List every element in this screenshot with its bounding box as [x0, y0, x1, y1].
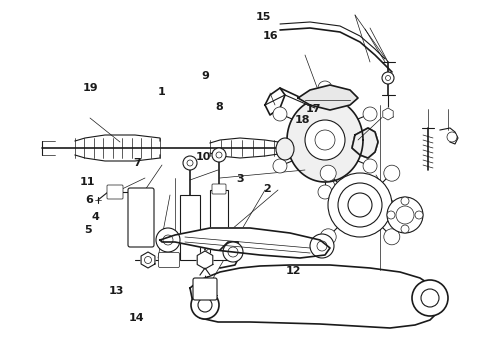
Polygon shape: [197, 251, 213, 269]
Circle shape: [320, 229, 336, 245]
Bar: [180, 195, 200, 260]
Text: 10: 10: [196, 152, 211, 162]
Circle shape: [382, 72, 394, 84]
Text: 14: 14: [128, 312, 144, 323]
Circle shape: [412, 280, 448, 316]
Text: 12: 12: [285, 266, 301, 276]
Text: 3: 3: [236, 174, 244, 184]
FancyBboxPatch shape: [128, 188, 154, 247]
Polygon shape: [220, 242, 240, 268]
Circle shape: [415, 211, 423, 219]
Text: 1: 1: [158, 87, 166, 97]
Circle shape: [201, 256, 209, 264]
Polygon shape: [141, 252, 155, 268]
Polygon shape: [383, 108, 393, 120]
Circle shape: [386, 76, 391, 81]
Bar: [210, 190, 228, 260]
Polygon shape: [298, 85, 358, 110]
Circle shape: [273, 107, 287, 121]
Circle shape: [387, 197, 423, 233]
Circle shape: [401, 225, 409, 233]
FancyBboxPatch shape: [193, 278, 217, 300]
Circle shape: [145, 256, 151, 264]
Circle shape: [317, 241, 327, 251]
Polygon shape: [160, 228, 330, 258]
Circle shape: [401, 197, 409, 205]
Circle shape: [318, 81, 332, 95]
Circle shape: [318, 185, 332, 199]
Polygon shape: [200, 268, 210, 275]
Circle shape: [310, 234, 334, 258]
Text: 11: 11: [79, 177, 95, 187]
Text: 8: 8: [216, 102, 223, 112]
Circle shape: [338, 183, 382, 227]
Text: 6: 6: [85, 195, 93, 205]
Circle shape: [384, 165, 400, 181]
Circle shape: [156, 228, 180, 252]
Circle shape: [447, 132, 457, 142]
Circle shape: [223, 242, 243, 262]
Text: 13: 13: [109, 285, 124, 296]
Circle shape: [183, 156, 197, 170]
Circle shape: [212, 148, 226, 162]
Circle shape: [273, 159, 287, 173]
Text: 17: 17: [306, 104, 321, 114]
Circle shape: [387, 211, 395, 219]
Text: 19: 19: [83, 83, 98, 93]
Circle shape: [216, 152, 222, 158]
Circle shape: [363, 107, 377, 121]
Text: 15: 15: [256, 12, 271, 22]
Text: 16: 16: [263, 31, 279, 41]
Circle shape: [198, 298, 212, 312]
Ellipse shape: [276, 138, 294, 160]
Circle shape: [191, 291, 219, 319]
Circle shape: [328, 173, 392, 237]
Circle shape: [228, 247, 238, 257]
Polygon shape: [352, 128, 378, 158]
FancyBboxPatch shape: [107, 185, 123, 199]
Text: 9: 9: [202, 71, 210, 81]
Circle shape: [348, 193, 372, 217]
Text: 2: 2: [263, 184, 271, 194]
Circle shape: [320, 165, 336, 181]
Text: 7: 7: [133, 158, 141, 168]
FancyBboxPatch shape: [212, 184, 226, 194]
Circle shape: [396, 206, 414, 224]
Circle shape: [305, 120, 345, 160]
Circle shape: [384, 229, 400, 245]
Polygon shape: [190, 265, 440, 328]
Circle shape: [187, 160, 193, 166]
Text: 18: 18: [295, 114, 311, 125]
Polygon shape: [287, 98, 363, 182]
FancyBboxPatch shape: [158, 252, 179, 267]
Circle shape: [421, 289, 439, 307]
Circle shape: [315, 130, 335, 150]
Text: 5: 5: [84, 225, 92, 235]
Circle shape: [363, 159, 377, 173]
Text: 4: 4: [92, 212, 99, 222]
Circle shape: [163, 235, 173, 245]
